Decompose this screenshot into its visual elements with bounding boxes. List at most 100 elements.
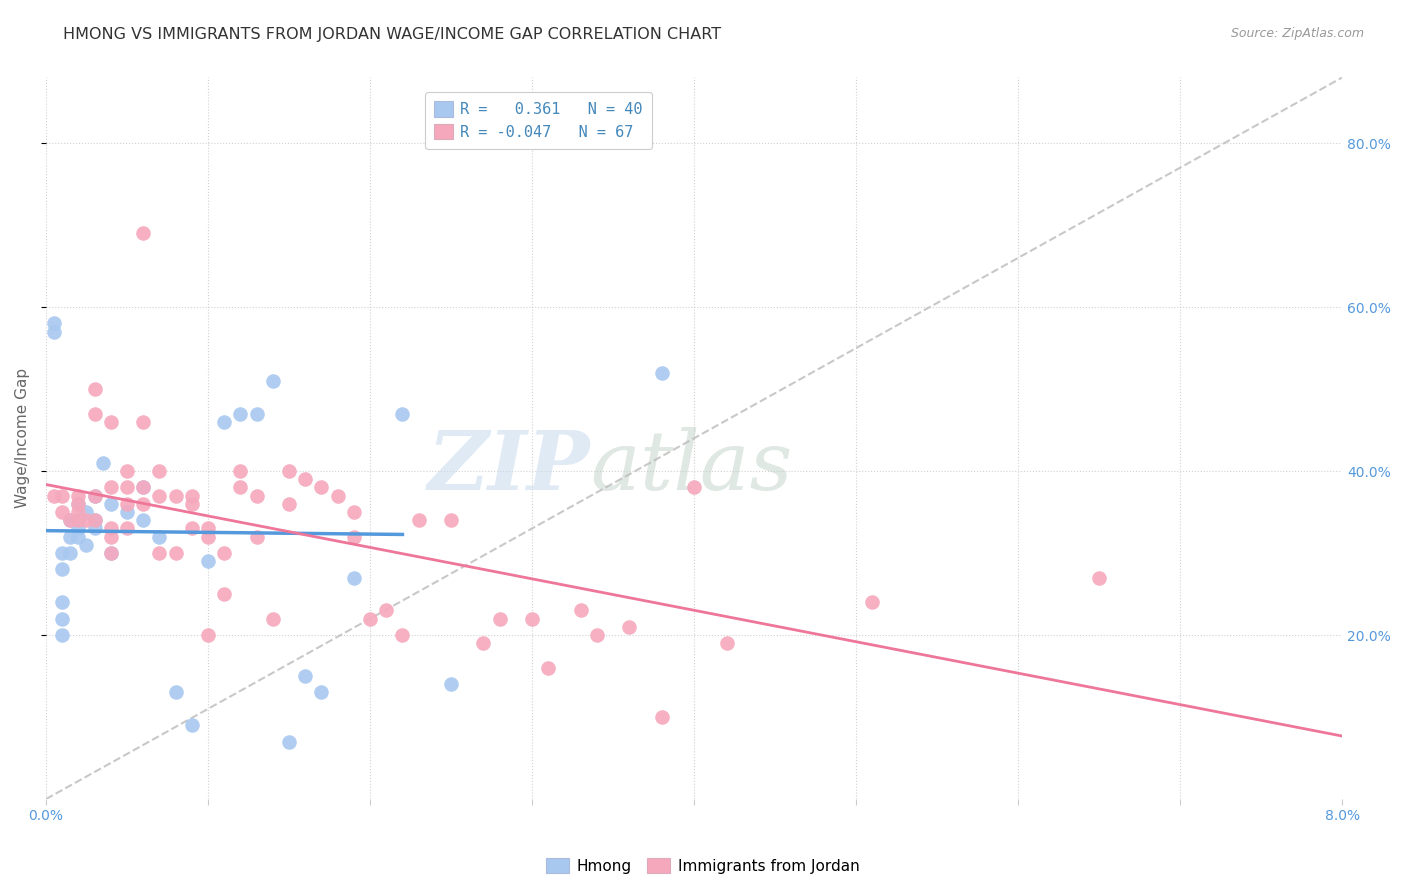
Y-axis label: Wage/Income Gap: Wage/Income Gap [15,368,30,508]
Point [76,538,98,552]
Point [569,603,592,617]
Point [115,505,138,519]
Point [148,464,170,478]
Point [51,612,73,626]
Point [716,636,738,650]
Point [67,513,90,527]
Point [67,530,90,544]
Point [197,521,219,535]
Point [165,685,187,699]
Point [408,513,430,527]
Point [520,612,543,626]
Point [651,366,673,380]
Point [100,546,122,560]
Point [537,661,560,675]
Text: HMONG VS IMMIGRANTS FROM JORDAN WAGE/INCOME GAP CORRELATION CHART: HMONG VS IMMIGRANTS FROM JORDAN WAGE/INC… [63,27,721,42]
Point [76,505,98,519]
Point [67,497,90,511]
Point [278,464,301,478]
Point [1088,571,1111,585]
Point [132,415,155,429]
Point [91,456,114,470]
Point [132,480,155,494]
Point [391,628,413,642]
Point [197,554,219,568]
Point [51,595,73,609]
Point [115,521,138,535]
Point [326,489,349,503]
Point [132,480,155,494]
Point [262,612,284,626]
Point [59,530,82,544]
Legend: Hmong, Immigrants from Jordan: Hmong, Immigrants from Jordan [540,852,866,880]
Point [180,718,202,732]
Point [83,521,105,535]
Point [148,530,170,544]
Point [100,530,122,544]
Point [59,513,82,527]
Point [391,407,413,421]
Point [180,521,202,535]
Point [42,325,65,339]
Point [197,628,219,642]
Point [100,415,122,429]
Point [148,546,170,560]
Point [83,382,105,396]
Point [343,530,366,544]
Point [132,226,155,240]
Point [67,497,90,511]
Point [165,546,187,560]
Point [51,505,73,519]
Point [683,480,706,494]
Point [197,530,219,544]
Point [100,497,122,511]
Point [212,546,235,560]
Point [83,513,105,527]
Point [278,734,301,748]
Point [229,407,252,421]
Point [59,546,82,560]
Text: ZIP: ZIP [427,427,591,508]
Point [311,480,333,494]
Point [440,677,463,691]
Point [67,505,90,519]
Point [651,710,673,724]
Point [860,595,883,609]
Point [51,489,73,503]
Point [100,546,122,560]
Point [42,317,65,331]
Point [83,407,105,421]
Point [343,505,366,519]
Point [76,513,98,527]
Point [67,489,90,503]
Point [83,489,105,503]
Point [51,628,73,642]
Point [59,513,82,527]
Point [619,620,641,634]
Point [472,636,495,650]
Legend: R =   0.361   N = 40, R = -0.047   N = 67: R = 0.361 N = 40, R = -0.047 N = 67 [425,92,652,149]
Point [246,407,269,421]
Point [100,521,122,535]
Point [148,489,170,503]
Point [294,472,316,486]
Point [229,480,252,494]
Point [83,489,105,503]
Text: atlas: atlas [591,427,793,508]
Point [51,546,73,560]
Point [42,489,65,503]
Point [67,521,90,535]
Point [343,571,366,585]
Point [115,497,138,511]
Point [132,513,155,527]
Point [212,415,235,429]
Point [229,464,252,478]
Point [100,480,122,494]
Point [246,489,269,503]
Point [115,464,138,478]
Point [311,685,333,699]
Point [83,513,105,527]
Point [294,669,316,683]
Point [180,497,202,511]
Text: Source: ZipAtlas.com: Source: ZipAtlas.com [1230,27,1364,40]
